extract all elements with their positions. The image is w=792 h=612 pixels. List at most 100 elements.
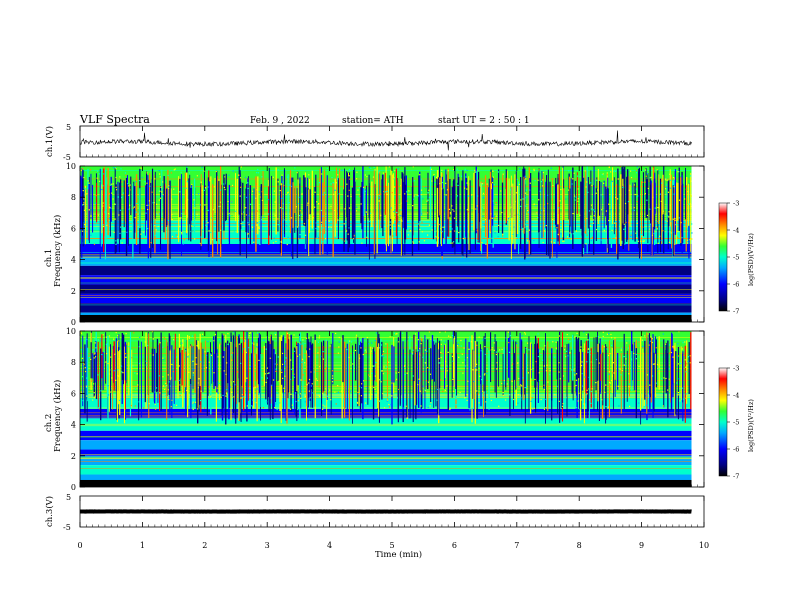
spectrogram-noise: [171, 236, 174, 238]
spectrogram-noise: [664, 188, 667, 190]
spectrogram-noise: [672, 356, 674, 358]
spectrogram-noise: [668, 344, 671, 346]
spectrogram-noise: [192, 374, 194, 376]
spectrogram-band: [80, 275, 692, 285]
spectrogram-streak: [267, 340, 269, 398]
spectrogram-streak: [308, 189, 310, 257]
spectrogram-streak: [675, 351, 677, 415]
spectrogram-streak: [299, 183, 301, 218]
spectrogram-noise: [385, 343, 387, 345]
spectrogram-noise: [587, 191, 589, 193]
spectrogram-noise: [266, 401, 268, 403]
spectrogram-noise: [471, 194, 473, 196]
spectrogram-noise: [642, 181, 644, 183]
spectrogram-noise: [589, 354, 591, 356]
spectrogram-noise: [421, 221, 423, 223]
spectrogram-noise: [324, 238, 327, 240]
spectrogram-noise: [330, 183, 332, 185]
spectrogram-noise: [575, 384, 577, 387]
spectrogram-noise: [353, 235, 355, 237]
spectrogram-streak: [225, 173, 227, 221]
spectrogram-streak: [574, 180, 576, 231]
spectrogram-noise: [520, 205, 522, 208]
spectrogram-noise: [263, 222, 265, 225]
spectrogram-noise: [115, 243, 117, 245]
spectrogram-noise: [667, 191, 670, 193]
spectrogram-noise: [647, 333, 649, 335]
spectrogram-streak: [147, 179, 149, 259]
spectrogram-noise: [408, 190, 410, 192]
spectrogram-noise: [341, 169, 343, 171]
spectrogram-noise: [362, 353, 364, 356]
spectrogram-noise: [398, 371, 400, 374]
spectrogram-noise: [252, 399, 254, 401]
spectrogram-streak: [547, 341, 549, 412]
spectrogram-streak: [235, 336, 238, 405]
spectrogram-noise: [375, 371, 377, 373]
spectrogram-noise: [590, 361, 592, 363]
spectrogram-noise: [261, 377, 263, 379]
spectrogram-noise: [401, 332, 404, 334]
spectrogram-noise: [510, 206, 512, 208]
spectrogram-streak: [241, 342, 243, 386]
spectrogram-streak: [465, 187, 467, 220]
spectrogram-noise: [174, 168, 176, 170]
spectrogram-hline: [80, 356, 692, 358]
spectrogram-noise: [276, 408, 278, 411]
spectrogram-noise: [515, 192, 518, 194]
spectrogram-noise: [559, 378, 561, 380]
spectrogram-streak: [309, 342, 311, 401]
spectrogram-noise: [648, 180, 650, 182]
spectrogram-noise: [624, 243, 626, 245]
spectrogram-noise: [296, 172, 298, 174]
spectrogram-noise: [131, 357, 133, 359]
spectrogram-noise: [274, 215, 276, 217]
spectrogram-noise: [638, 341, 640, 343]
spectrogram-streak: [201, 185, 203, 229]
spectrogram-noise: [467, 380, 469, 382]
spectrogram-noise: [289, 184, 291, 186]
spectrogram-streak: [348, 343, 350, 421]
spectrogram-noise: [588, 399, 591, 401]
spectrogram-streak: [229, 342, 231, 408]
spectrogram-noise: [490, 213, 492, 215]
spectrogram-noise: [529, 189, 531, 191]
spectrogram-noise: [595, 358, 598, 361]
spectrogram-noise: [204, 204, 206, 206]
spectrogram-noise: [304, 362, 306, 364]
spectrogram-noise: [429, 373, 432, 375]
spectrogram-noise: [274, 201, 276, 203]
spectrogram-noise: [579, 176, 581, 178]
spectrogram-noise: [679, 400, 681, 402]
spectrogram-hline: [80, 295, 692, 296]
spectrogram-noise: [201, 166, 203, 168]
spectrogram-noise: [95, 195, 97, 197]
spectrogram-streak: [270, 334, 272, 385]
spectrogram-noise: [217, 356, 219, 358]
spectrogram-streak: [416, 351, 418, 405]
spectrogram-noise: [517, 214, 519, 216]
spectrogram-noise: [126, 182, 129, 185]
spectrogram-noise: [154, 225, 156, 227]
spectrogram-noise: [453, 230, 456, 232]
spectrogram-streak: [516, 186, 519, 235]
spectrogram-streak: [377, 346, 379, 409]
spectrogram-streak: [101, 184, 103, 234]
spectrogram-streak: [368, 186, 370, 219]
spectrogram-band: [80, 256, 692, 266]
spectrogram-streak: [524, 346, 526, 424]
spectrogram-noise: [412, 205, 414, 207]
spectrogram-noise: [420, 194, 422, 196]
spectrogram-noise: [553, 242, 555, 244]
spectrogram-noise: [669, 204, 671, 206]
spectrogram-noise: [531, 397, 533, 399]
spectrogram-streak: [585, 340, 588, 394]
spectrogram-noise: [308, 390, 310, 392]
spectrogram-noise: [685, 188, 687, 190]
spectrogram-noise: [368, 343, 370, 345]
spectrogram-noise: [602, 331, 604, 333]
spectrogram-noise: [272, 176, 274, 178]
spectrogram-noise: [102, 202, 104, 204]
spectrogram-noise: [372, 365, 374, 367]
spectrogram-noise: [659, 193, 662, 195]
